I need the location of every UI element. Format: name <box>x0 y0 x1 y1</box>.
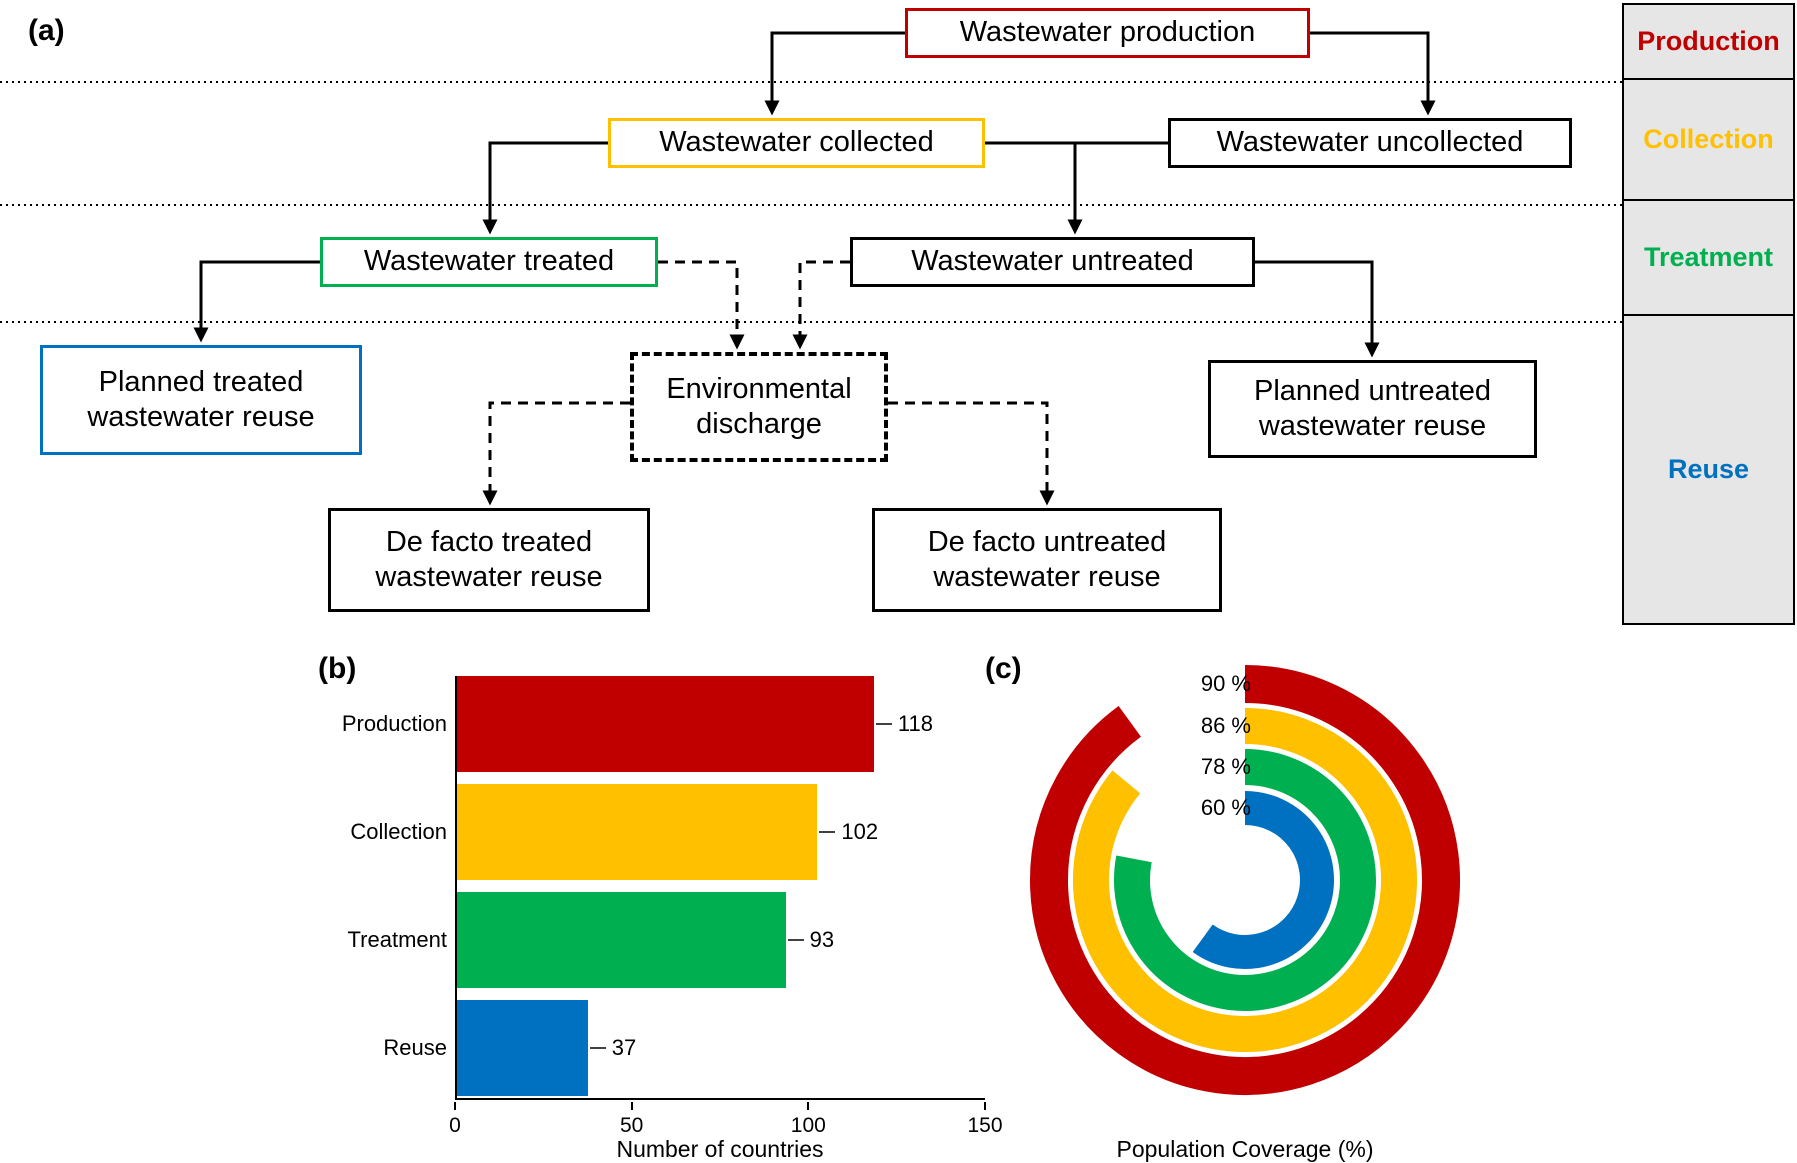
panel-c-label: (c) <box>985 652 1022 685</box>
bar-treatment <box>457 892 786 988</box>
bar-chart-x-axis: 0 50 100 150 <box>449 1102 1003 1162</box>
x-axis-tick-label: 0 <box>449 1114 461 1137</box>
x-axis-tick-label: 50 <box>619 1114 644 1137</box>
radial-chart-caption: Population Coverage (%) <box>1116 1136 1374 1162</box>
panel-b-label: (b) <box>318 652 357 685</box>
node-wastewater-untreated: Wastewater untreated <box>850 237 1255 287</box>
node-wastewater-production: Wastewater production <box>905 8 1310 58</box>
bar-value-label: 93 <box>809 927 835 952</box>
bar-value-leader-line <box>819 831 836 833</box>
connector-discharge-to-de-facto-untreated-reuse <box>888 401 1055 506</box>
connector-discharge-to-de-facto-treated-reuse <box>482 401 630 506</box>
radial-ring-treatment <box>1114 749 1376 1011</box>
bar-category-label: Treatment <box>347 927 447 952</box>
x-axis-tick-mark <box>807 1102 810 1110</box>
x-axis-tick-mark <box>454 1102 456 1110</box>
stage-legend-panel: Production Collection Treatment Reuse <box>1622 3 1795 625</box>
bar-category-label: Production <box>341 711 447 736</box>
radial-chart-rings <box>1030 665 1460 1095</box>
bar-chart-x-axis-title: Number of countries <box>616 1136 824 1162</box>
node-planned-untreated-wastewater-reuse: Planned untreated wastewater reuse <box>1208 360 1537 458</box>
connector-collected-to-treated <box>482 141 608 235</box>
connector-production-to-uncollected <box>1310 31 1436 116</box>
radial-ring-collection <box>1073 708 1417 1052</box>
bar-row-production: Production 118 <box>342 676 1302 772</box>
radial-ring-reuse <box>1192 791 1334 969</box>
stage-legend-reuse: Reuse <box>1667 454 1750 484</box>
radial-ring-percent-label-treatment: 78 % <box>1200 754 1251 779</box>
node-environmental-discharge: Environmental discharge <box>630 352 888 462</box>
stage-legend-treatment: Treatment <box>1624 201 1793 316</box>
bar-row-collection: Collection 102 <box>350 784 1302 880</box>
stage-legend-collection: Collection <box>1624 80 1793 201</box>
bar-collection <box>457 784 818 880</box>
radial-ring-percent-label-collection: 86 % <box>1200 713 1251 738</box>
x-axis-tick-label: 100 <box>790 1114 826 1137</box>
flowchart-connectors <box>0 31 1622 506</box>
bar-value-leader-line <box>589 1047 606 1049</box>
bar-value-label: 118 <box>897 711 933 736</box>
bar-chart-plot-area: Production 118 Collection 102 Treatment 93 Reu… <box>342 676 985 1100</box>
node-wastewater-treated: Wastewater treated <box>320 237 658 287</box>
radial-ring-percent-label-production: 90 % <box>1200 671 1251 696</box>
bar-category-label: Reuse <box>383 1035 447 1060</box>
bar-value-leader-line <box>875 723 892 725</box>
node-wastewater-collected: Wastewater collected <box>608 118 985 168</box>
x-axis-tick-mark <box>984 1102 986 1110</box>
connector-treated-to-environmental-discharge <box>658 260 745 350</box>
radial-ring-production <box>1030 665 1460 1095</box>
radial-chart: 90 % 86 % 78 % 60 % <box>1015 650 1475 1110</box>
bar-row-reuse: Reuse 37 <box>383 1000 1302 1096</box>
x-axis-tick-label: 150 <box>967 1114 1003 1137</box>
connector-untreated-to-planned-untreated-reuse <box>1255 260 1380 358</box>
bar-production <box>457 676 874 772</box>
bar-reuse <box>457 1000 588 1096</box>
bar-category-label: Collection <box>350 819 447 844</box>
radial-ring-percent-label-reuse: 60 % <box>1200 795 1251 820</box>
node-de-facto-untreated-wastewater-reuse: De facto untreated wastewater reuse <box>872 508 1222 612</box>
bar-value-label: 37 <box>611 1035 637 1060</box>
panel-a-label: (a) <box>28 14 65 47</box>
connector-treated-to-planned-treated-reuse <box>193 260 320 343</box>
stage-legend-production: Production <box>1624 5 1793 80</box>
node-planned-treated-wastewater-reuse: Planned treated wastewater reuse <box>40 345 362 455</box>
bar-row-treatment: Treatment 93 <box>348 892 1302 988</box>
bar-value-label: 102 <box>841 819 879 844</box>
node-de-facto-treated-wastewater-reuse: De facto treated wastewater reuse <box>328 508 650 612</box>
node-wastewater-uncollected: Wastewater uncollected <box>1168 118 1572 168</box>
connector-untreated-to-environmental-discharge <box>792 260 850 350</box>
bar-value-leader-line <box>787 939 804 941</box>
connector-production-to-collected <box>764 31 905 116</box>
x-axis-tick-mark <box>630 1102 633 1110</box>
